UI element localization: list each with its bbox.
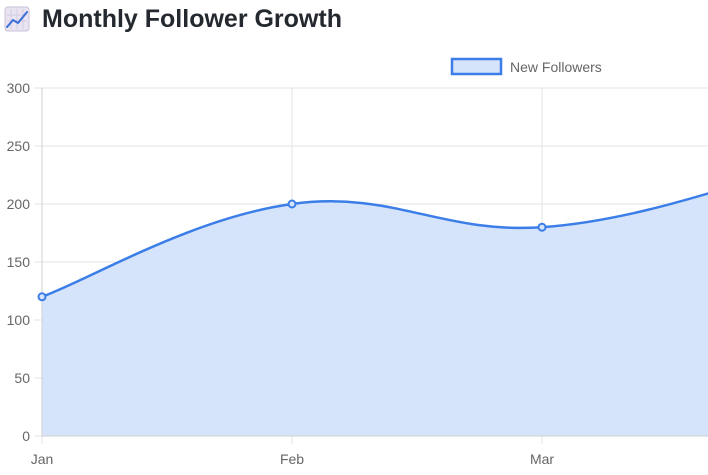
y-tick-label: 100 [7, 312, 31, 328]
page-title: Monthly Follower Growth [42, 4, 342, 33]
chart-header: Monthly Follower Growth [4, 4, 342, 34]
data-point[interactable] [37, 292, 47, 302]
points-layer [37, 199, 547, 302]
x-tick-label: Feb [280, 451, 304, 467]
y-tick-label: 0 [22, 428, 30, 444]
legend-label[interactable]: New Followers [510, 59, 602, 75]
area-fill [42, 193, 708, 436]
y-tick-label: 300 [7, 80, 31, 96]
legend-swatch[interactable] [450, 57, 503, 76]
area-layer [42, 192, 708, 436]
x-tick-label: Mar [530, 451, 554, 467]
series-line [42, 192, 708, 298]
x-tick-label: Jan [31, 451, 54, 467]
y-tick-label: 50 [14, 370, 30, 386]
y-tick-label: 200 [7, 196, 31, 212]
data-point[interactable] [537, 222, 547, 232]
y-tick-label: 150 [7, 254, 31, 270]
data-point[interactable] [287, 199, 297, 209]
axis-layer: 0 50 100 150 200 250 300 Jan Feb Mar [7, 80, 708, 467]
legend[interactable]: New Followers [450, 57, 602, 76]
y-tick-label: 250 [7, 138, 31, 154]
chart-increasing-icon [4, 6, 30, 32]
